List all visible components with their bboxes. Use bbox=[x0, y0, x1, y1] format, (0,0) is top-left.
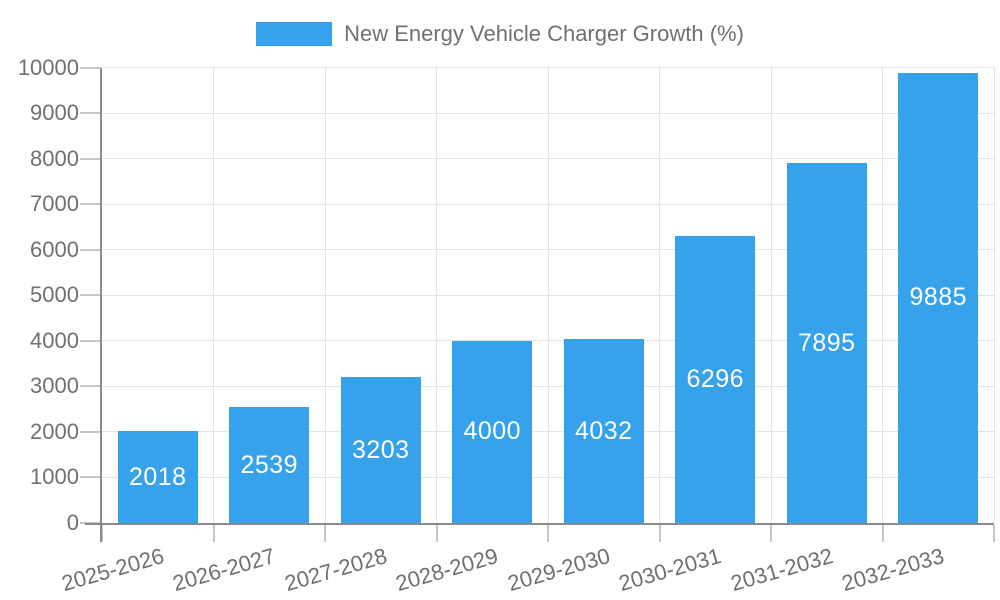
v-gridline bbox=[882, 67, 883, 523]
x-tick-label: 2029-2030 bbox=[504, 543, 613, 597]
y-tick-label: 5000 bbox=[30, 282, 79, 308]
y-axis-tick bbox=[80, 430, 101, 433]
bar-value-label: 2539 bbox=[240, 450, 299, 479]
legend-label: New Energy Vehicle Charger Growth (%) bbox=[344, 21, 744, 46]
y-axis-tick bbox=[80, 66, 101, 69]
bar-value-label: 3203 bbox=[351, 435, 410, 464]
bar-value-label: 9885 bbox=[909, 283, 968, 312]
y-tick-label: 4000 bbox=[30, 327, 79, 353]
v-gridline bbox=[213, 67, 214, 523]
x-axis-line bbox=[85, 523, 994, 525]
bar[interactable]: 6296 bbox=[675, 236, 756, 523]
x-tick-label: 2027-2028 bbox=[281, 543, 390, 597]
legend-item[interactable]: New Energy Vehicle Charger Growth (%) bbox=[256, 21, 744, 46]
x-axis-tick bbox=[547, 525, 549, 542]
x-axis-tick bbox=[435, 525, 438, 542]
y-tick-label: 10000 bbox=[17, 54, 79, 80]
v-gridline bbox=[436, 67, 437, 523]
y-tick-label: 0 bbox=[66, 510, 79, 535]
y-axis-tick bbox=[80, 294, 101, 297]
x-tick-label: 2032-2033 bbox=[838, 543, 947, 597]
y-tick-label: 2000 bbox=[30, 418, 79, 444]
y-axis-tick bbox=[80, 112, 101, 115]
v-gridline bbox=[993, 67, 995, 523]
y-tick-label: 9000 bbox=[30, 100, 79, 126]
y-axis-tick bbox=[80, 385, 101, 388]
bar-value-label: 4000 bbox=[463, 417, 522, 446]
bar[interactable]: 2018 bbox=[117, 431, 198, 523]
y-axis-tick bbox=[80, 248, 101, 251]
x-axis-tick bbox=[770, 525, 772, 542]
y-tick-label: 1000 bbox=[30, 464, 79, 490]
bar[interactable]: 9885 bbox=[898, 72, 979, 523]
bar[interactable]: 3203 bbox=[340, 377, 421, 523]
v-gridline bbox=[770, 67, 772, 523]
y-axis-tick bbox=[80, 339, 101, 342]
x-axis-tick bbox=[212, 525, 215, 542]
bar-value-label: 7895 bbox=[797, 328, 856, 357]
x-tick-label: 2031-2032 bbox=[727, 543, 836, 597]
v-gridline bbox=[324, 67, 326, 523]
x-tick-label: 2025-2026 bbox=[58, 543, 167, 597]
y-axis-line bbox=[100, 67, 102, 542]
x-axis-tick bbox=[101, 525, 103, 542]
y-axis-tick bbox=[80, 157, 101, 160]
x-tick-label: 2028-2029 bbox=[392, 543, 501, 597]
legend: New Energy Vehicle Charger Growth (%) bbox=[0, 21, 1000, 46]
bar[interactable]: 4032 bbox=[563, 339, 644, 523]
y-tick-label: 3000 bbox=[30, 373, 79, 399]
y-axis-tick bbox=[80, 203, 101, 206]
bar[interactable]: 4000 bbox=[452, 340, 533, 523]
x-tick-label: 2026-2027 bbox=[169, 543, 278, 597]
bar[interactable]: 7895 bbox=[786, 163, 867, 523]
legend-swatch bbox=[256, 21, 333, 46]
x-axis-tick bbox=[881, 525, 884, 542]
bar[interactable]: 2539 bbox=[229, 407, 310, 523]
y-tick-label: 8000 bbox=[30, 145, 79, 171]
y-tick-label: 6000 bbox=[30, 236, 79, 262]
x-axis-tick bbox=[324, 525, 326, 542]
x-axis-tick bbox=[658, 525, 661, 542]
bar-value-label: 6296 bbox=[686, 365, 745, 394]
y-tick-label: 7000 bbox=[30, 191, 79, 217]
bar-value-label: 2018 bbox=[128, 462, 187, 491]
x-axis-tick bbox=[993, 525, 995, 542]
bar-value-label: 4032 bbox=[574, 416, 633, 445]
x-tick-label: 2030-2031 bbox=[615, 543, 724, 597]
v-gridline bbox=[659, 67, 660, 523]
v-gridline bbox=[547, 67, 549, 523]
y-axis-tick bbox=[80, 476, 101, 479]
